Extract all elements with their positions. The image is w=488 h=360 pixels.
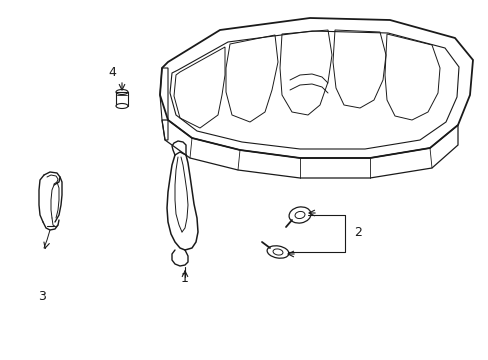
Ellipse shape [116, 104, 128, 108]
Text: 3: 3 [38, 289, 46, 302]
Text: 2: 2 [353, 225, 361, 239]
Text: 1: 1 [181, 271, 188, 284]
Text: 4: 4 [108, 66, 116, 78]
